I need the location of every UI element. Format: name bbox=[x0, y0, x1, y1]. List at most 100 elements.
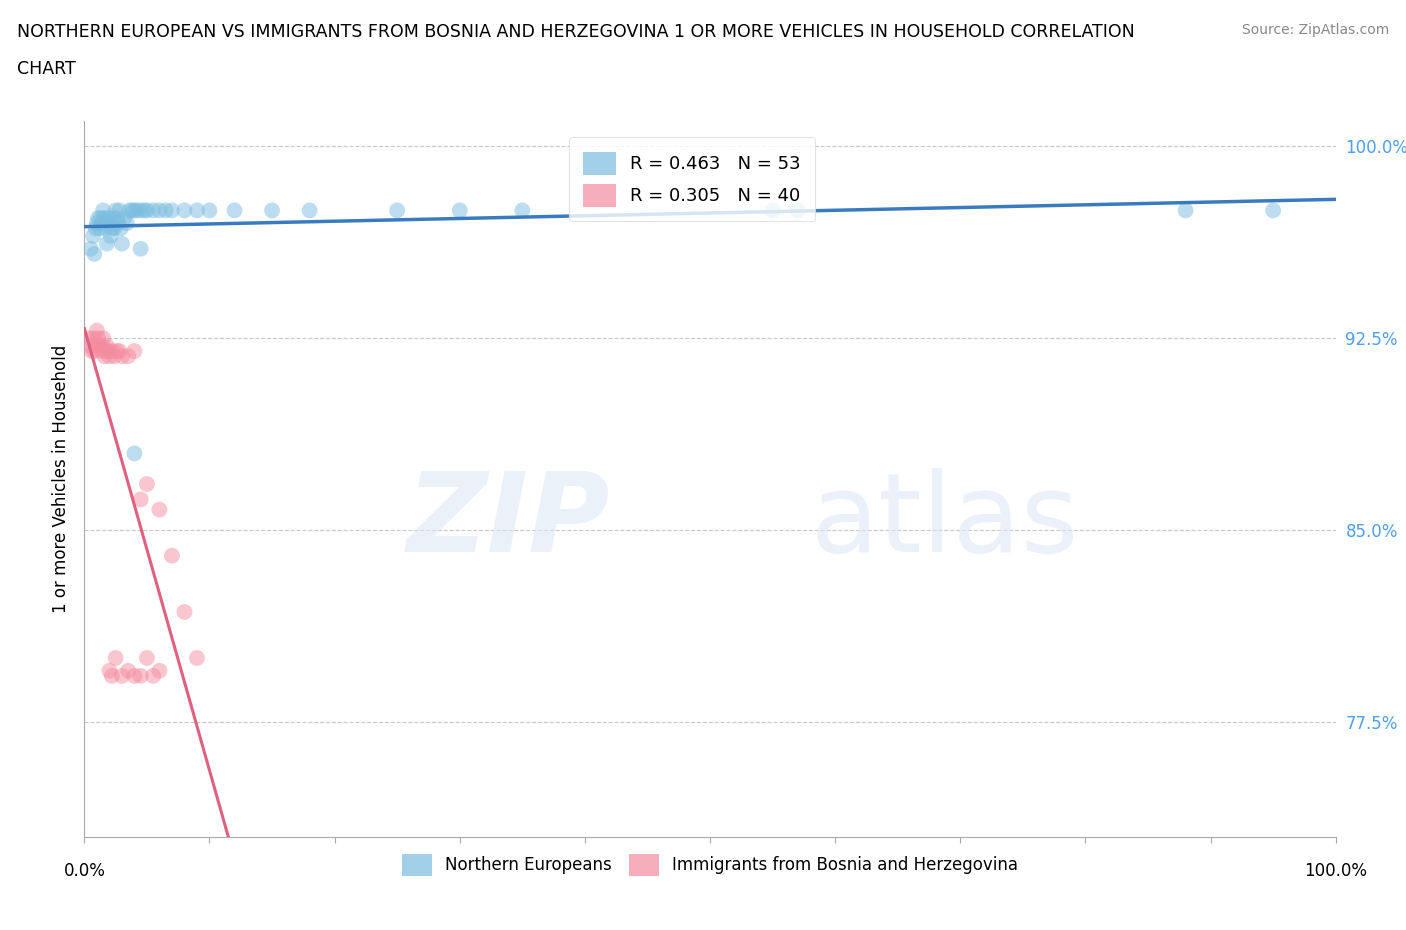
Point bbox=[98, 663, 121, 678]
Point bbox=[97, 210, 120, 225]
Point bbox=[79, 331, 101, 346]
Point bbox=[224, 203, 246, 218]
Point bbox=[101, 343, 124, 358]
Point bbox=[104, 203, 127, 218]
Point bbox=[136, 476, 159, 491]
Text: NORTHERN EUROPEAN VS IMMIGRANTS FROM BOSNIA AND HERZEGOVINA 1 OR MORE VEHICLES I: NORTHERN EUROPEAN VS IMMIGRANTS FROM BOS… bbox=[17, 23, 1135, 41]
Point bbox=[115, 216, 138, 231]
Point bbox=[136, 650, 159, 665]
Point bbox=[121, 203, 143, 218]
Point bbox=[91, 203, 114, 218]
Point bbox=[148, 203, 170, 218]
Point bbox=[84, 339, 107, 353]
Point bbox=[786, 203, 808, 218]
Point bbox=[298, 203, 321, 218]
Point bbox=[124, 445, 146, 460]
Point bbox=[124, 343, 146, 358]
Point bbox=[186, 650, 208, 665]
Point bbox=[80, 343, 103, 358]
Point bbox=[136, 203, 159, 218]
Point bbox=[98, 349, 121, 364]
Point bbox=[103, 349, 125, 364]
Point bbox=[96, 236, 118, 251]
Point bbox=[90, 216, 112, 231]
Point bbox=[84, 220, 107, 235]
Point bbox=[112, 210, 135, 225]
Point bbox=[129, 492, 152, 507]
Point bbox=[79, 339, 101, 353]
Point bbox=[93, 349, 115, 364]
Point bbox=[449, 203, 471, 218]
Point bbox=[142, 203, 165, 218]
Text: Source: ZipAtlas.com: Source: ZipAtlas.com bbox=[1241, 23, 1389, 37]
Point bbox=[101, 220, 124, 235]
Point bbox=[148, 502, 170, 517]
Point bbox=[82, 331, 104, 346]
Point bbox=[117, 349, 139, 364]
Point bbox=[87, 210, 110, 225]
Point bbox=[91, 331, 114, 346]
Point bbox=[107, 216, 129, 231]
Text: 100.0%: 100.0% bbox=[1305, 862, 1367, 880]
Point bbox=[124, 203, 146, 218]
Point bbox=[82, 229, 104, 244]
Point bbox=[148, 663, 170, 678]
Point bbox=[129, 241, 152, 256]
Point bbox=[89, 339, 111, 353]
Point bbox=[83, 246, 105, 261]
Point bbox=[118, 203, 141, 218]
Point bbox=[100, 229, 122, 244]
Point bbox=[111, 236, 134, 251]
Point bbox=[98, 216, 121, 231]
Point bbox=[160, 549, 183, 564]
Point bbox=[385, 203, 409, 218]
Point bbox=[94, 220, 117, 235]
Point bbox=[111, 349, 134, 364]
Text: atlas: atlas bbox=[810, 469, 1078, 576]
Point bbox=[86, 216, 108, 231]
Point bbox=[86, 323, 108, 338]
Point bbox=[101, 210, 124, 225]
Point bbox=[90, 339, 112, 353]
Point bbox=[124, 669, 146, 684]
Point bbox=[89, 220, 111, 235]
Point bbox=[512, 203, 534, 218]
Point bbox=[101, 669, 124, 684]
Point bbox=[125, 203, 148, 218]
Point bbox=[93, 210, 115, 225]
Point bbox=[87, 331, 110, 346]
Point bbox=[155, 203, 177, 218]
Legend: Northern Europeans, Immigrants from Bosnia and Herzegovina: Northern Europeans, Immigrants from Bosn… bbox=[395, 847, 1025, 883]
Point bbox=[108, 203, 131, 218]
Point bbox=[129, 669, 152, 684]
Point bbox=[762, 203, 785, 218]
Point bbox=[105, 343, 128, 358]
Point bbox=[90, 210, 112, 225]
Point bbox=[104, 650, 127, 665]
Point bbox=[142, 669, 165, 684]
Point bbox=[1174, 203, 1197, 218]
Point bbox=[173, 203, 195, 218]
Point bbox=[97, 343, 120, 358]
Text: ZIP: ZIP bbox=[406, 469, 610, 576]
Point bbox=[90, 343, 112, 358]
Point bbox=[103, 220, 125, 235]
Point bbox=[198, 203, 221, 218]
Point bbox=[111, 669, 134, 684]
Point bbox=[108, 343, 131, 358]
Point bbox=[96, 339, 118, 353]
Point bbox=[110, 220, 132, 235]
Point bbox=[105, 210, 128, 225]
Point bbox=[160, 203, 183, 218]
Point bbox=[129, 203, 152, 218]
Point bbox=[94, 343, 117, 358]
Point bbox=[1263, 203, 1285, 218]
Text: CHART: CHART bbox=[17, 60, 76, 78]
Text: 0.0%: 0.0% bbox=[63, 862, 105, 880]
Point bbox=[134, 203, 156, 218]
Point bbox=[117, 663, 139, 678]
Point bbox=[83, 343, 105, 358]
Point bbox=[79, 241, 101, 256]
Point bbox=[262, 203, 284, 218]
Point bbox=[186, 203, 208, 218]
